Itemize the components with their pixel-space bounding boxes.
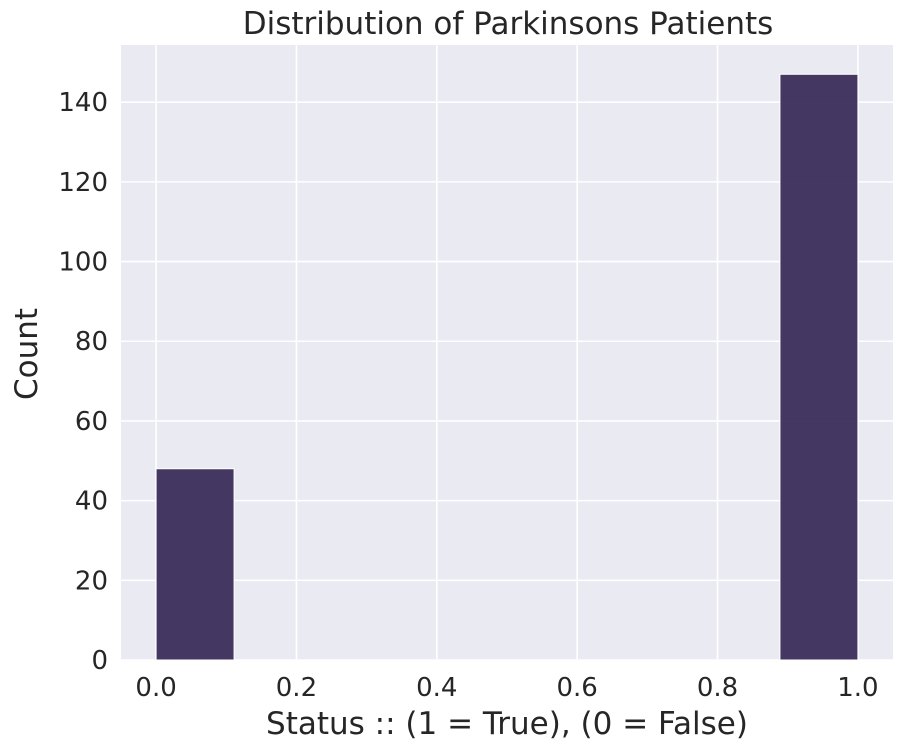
y-tick-label: 120: [58, 168, 108, 198]
histogram-bar: [155, 468, 235, 661]
x-tick-label: 0.4: [416, 673, 457, 703]
y-tick-labels: 0 20 40 60 80 100 120 140: [58, 88, 108, 676]
y-tick-label: 140: [58, 88, 108, 118]
x-axis-title: Status :: (1 = True), (0 = False): [266, 706, 748, 742]
x-tick-labels: 0.0 0.2 0.4 0.6 0.8 1.0: [135, 673, 878, 703]
y-tick-label: 80: [75, 327, 108, 357]
x-tick-label: 0.2: [276, 673, 317, 703]
histogram-bar: [779, 73, 859, 661]
y-tick-label: 20: [75, 566, 108, 596]
y-tick-label: 100: [58, 248, 108, 278]
x-tick-label: 0.6: [557, 673, 598, 703]
bars: [155, 73, 859, 661]
x-tick-label: 0.0: [135, 673, 176, 703]
chart-title: Distribution of Parkinsons Patients: [243, 6, 774, 42]
y-tick-label: 0: [91, 646, 108, 676]
plot-background: [121, 45, 893, 660]
y-tick-label: 60: [75, 407, 108, 437]
x-tick-label: 0.8: [697, 673, 738, 703]
y-axis-title: Count: [9, 308, 45, 400]
y-tick-label: 40: [75, 487, 108, 517]
x-tick-label: 1.0: [837, 673, 878, 703]
